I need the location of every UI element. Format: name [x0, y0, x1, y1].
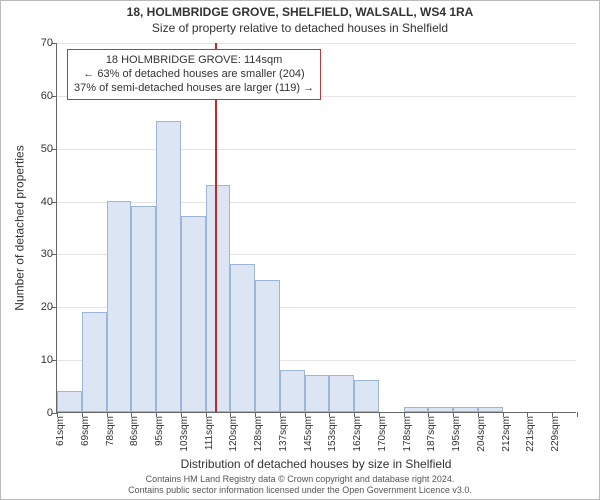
histogram-bar: [354, 380, 379, 412]
annotation-line: ← 63% of detached houses are smaller (20…: [74, 68, 314, 82]
histogram-bar: [478, 407, 503, 412]
y-tick-label: 30: [41, 248, 57, 260]
y-tick-label: 20: [41, 301, 57, 313]
y-tick-label: 50: [41, 143, 57, 155]
annotation-box: 18 HOLMBRIDGE GROVE: 114sqm← 63% of deta…: [67, 49, 321, 100]
x-tick-label: 162sqm: [352, 416, 363, 452]
histogram-bar: [156, 121, 181, 412]
histogram-bar: [57, 391, 82, 412]
gridline: [57, 43, 576, 44]
y-tick-label: 10: [41, 354, 57, 366]
x-tick-label: 195sqm: [451, 416, 462, 452]
x-tick-label: 137sqm: [278, 416, 289, 452]
x-tick-label: 128sqm: [253, 416, 264, 452]
x-tick-label: 212sqm: [501, 416, 512, 452]
histogram-bar: [404, 407, 429, 412]
histogram-bar: [107, 201, 132, 412]
plot-area: 01020304050607061sqm69sqm78sqm86sqm95sqm…: [56, 43, 576, 413]
histogram-bar: [82, 312, 107, 412]
x-tick-label: 221sqm: [525, 416, 536, 452]
x-tick-label: 170sqm: [377, 416, 388, 452]
x-tick-label: 103sqm: [179, 416, 190, 452]
y-tick-label: 70: [41, 37, 57, 49]
footnote-line2: Contains public sector information licen…: [1, 485, 599, 495]
x-tick-label: 178sqm: [402, 416, 413, 452]
histogram-bar: [230, 264, 255, 412]
histogram-bar: [206, 185, 231, 412]
histogram-bar: [329, 375, 354, 412]
histogram-bar: [280, 370, 305, 412]
histogram-bar: [305, 375, 330, 412]
footnote-line1: Contains HM Land Registry data © Crown c…: [1, 474, 599, 484]
chart-footnote: Contains HM Land Registry data © Crown c…: [1, 474, 599, 495]
chart-title-line2: Size of property relative to detached ho…: [1, 21, 599, 35]
x-tick-label: 78sqm: [105, 416, 116, 446]
x-tick-label: 229sqm: [550, 416, 561, 452]
x-tick-label: 153sqm: [327, 416, 338, 452]
gridline: [57, 202, 576, 203]
x-tick-label: 187sqm: [426, 416, 437, 452]
histogram-bar: [181, 216, 206, 412]
chart-container: 18, HOLMBRIDGE GROVE, SHELFIELD, WALSALL…: [0, 0, 600, 500]
x-tick-label: 69sqm: [80, 416, 91, 446]
x-tick-label: 120sqm: [228, 416, 239, 452]
chart-title-line1: 18, HOLMBRIDGE GROVE, SHELFIELD, WALSALL…: [1, 5, 599, 19]
x-tick-label: 86sqm: [129, 416, 140, 446]
y-tick-label: 60: [41, 90, 57, 102]
histogram-bar: [453, 407, 478, 412]
gridline: [57, 149, 576, 150]
x-tick-label: 145sqm: [303, 416, 314, 452]
histogram-bar: [131, 206, 156, 412]
histogram-bar: [255, 280, 280, 412]
x-axis-title: Distribution of detached houses by size …: [56, 457, 576, 471]
histogram-bar: [428, 407, 453, 412]
x-tick-label: 111sqm: [204, 416, 215, 450]
y-axis-title: Number of detached properties: [13, 43, 27, 413]
x-tick-label: 61sqm: [55, 416, 66, 446]
x-tick-mark: [577, 412, 578, 417]
x-tick-label: 204sqm: [476, 416, 487, 452]
y-tick-label: 40: [41, 196, 57, 208]
annotation-line: 18 HOLMBRIDGE GROVE: 114sqm: [74, 54, 314, 68]
annotation-line: 37% of semi-detached houses are larger (…: [74, 82, 314, 96]
x-tick-label: 95sqm: [154, 416, 165, 446]
